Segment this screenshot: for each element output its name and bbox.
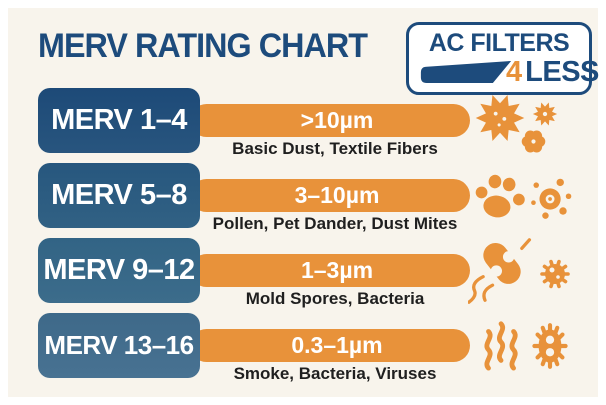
particle-size-label: 1–3µm <box>300 257 374 283</box>
particle-examples: Mold Spores, Bacteria <box>245 289 425 308</box>
merv-row-1-4: >10µm MERV 1–4 Basic Dust, Textile Fiber… <box>8 88 606 163</box>
smoke-waves-icon <box>484 321 518 371</box>
virus-oval-icon <box>532 323 568 369</box>
page-title: MERV RATING CHART <box>38 27 368 65</box>
particle-examples: Basic Dust, Textile Fibers <box>232 139 438 158</box>
merv-range-label: MERV 9–12 <box>43 254 195 286</box>
merv-range-box: MERV 1–4 <box>38 88 200 153</box>
merv-range-label: MERV 1–4 <box>51 104 187 136</box>
particle-examples: Smoke, Bacteria, Viruses <box>233 364 437 383</box>
logo-number-4: 4 <box>506 56 523 88</box>
paw-print-icon <box>475 174 525 218</box>
particle-size-bar: 1–3µm <box>190 254 470 287</box>
merv-range-box: MERV 13–16 <box>38 313 200 378</box>
pollen-flower-icon <box>521 130 546 153</box>
particle-size-bar: >10µm <box>190 104 470 137</box>
particle-size-label: >10µm <box>300 107 374 133</box>
merv-row-5-8: 3–10µm MERV 5–8 Pollen, Pet Dander, Dust… <box>8 163 606 238</box>
particle-size-bar: 0.3–1µm <box>190 329 470 362</box>
dust-particle-large-icon <box>475 94 525 142</box>
particle-size-label: 0.3–1µm <box>291 332 383 358</box>
particle-examples: Pollen, Pet Dander, Dust Mites <box>212 214 458 233</box>
bacteria-icon <box>468 238 532 304</box>
virus-gear-icon <box>540 259 570 289</box>
logo-text-less: LESS <box>525 56 599 88</box>
air-filter-icon <box>420 60 512 84</box>
merv-row-13-16: 0.3–1µm MERV 13–16 Smoke, Bacteria, Viru… <box>8 313 606 388</box>
merv-row-9-12: 1–3µm MERV 9–12 Mold Spores, Bacteria <box>8 238 606 313</box>
canvas-background: MERV RATING CHART AC FILTERS 4 LESS >10µ… <box>8 8 599 397</box>
ac-filters-4-less-logo: AC FILTERS 4 LESS <box>406 22 599 95</box>
merv-range-box: MERV 9–12 <box>38 238 200 303</box>
particle-size-label: 3–10µm <box>294 182 380 208</box>
merv-range-box: MERV 5–8 <box>38 163 200 228</box>
merv-range-label: MERV 13–16 <box>44 330 194 360</box>
merv-range-label: MERV 5–8 <box>51 179 187 211</box>
pollen-germ-icon <box>531 178 572 219</box>
logo-text-top: AC FILTERS <box>428 29 570 57</box>
particle-size-bar: 3–10µm <box>190 179 470 212</box>
logo-bottom-line: 4 LESS <box>418 56 599 88</box>
dust-particle-small-icon <box>532 102 558 126</box>
